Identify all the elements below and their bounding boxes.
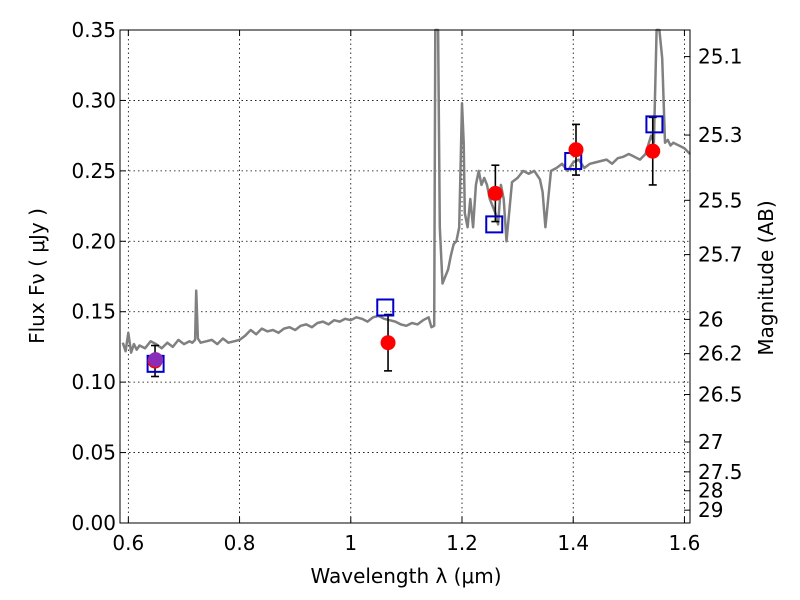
x-tick-label: 1.6	[669, 531, 701, 555]
y-tick-label: 0.35	[71, 18, 116, 42]
y-tick-label: 0.05	[71, 441, 116, 465]
y-axis-label: Flux Fν ( μJy )	[25, 208, 49, 344]
observed-point	[380, 335, 396, 351]
plot-frame	[119, 29, 691, 524]
magnitude-tick-label: 25.3	[698, 123, 743, 147]
y-tick-label: 0.10	[71, 370, 116, 394]
magnitude-axis-label: Magnitude (AB)	[754, 200, 778, 355]
magnitude-tick-label: 26.5	[698, 383, 743, 407]
spectrum-series	[121, 28, 691, 354]
y-tick-label: 0.15	[71, 300, 116, 324]
model-photometry-series	[146, 115, 664, 373]
magnitude-tick-label: 26	[698, 307, 723, 331]
grid	[120, 30, 690, 523]
model-square	[485, 215, 504, 234]
x-tick-label: 1.4	[557, 531, 589, 555]
x-axis-label: Wavelength λ (μm)	[310, 564, 501, 588]
spectrum-line	[121, 28, 691, 354]
magnitude-tick-label: 25.5	[698, 188, 743, 212]
overlap-point	[148, 352, 164, 368]
y-tick-label: 0.30	[71, 88, 116, 112]
x-tick-label: 0.6	[112, 531, 144, 555]
observed-point	[487, 185, 503, 201]
magnitude-tick-label: 25.7	[698, 243, 743, 267]
magnitude-tick-label: 29	[698, 498, 723, 522]
observed-point	[645, 143, 661, 159]
magnitude-tick-label: 28	[698, 479, 723, 503]
model-square	[376, 298, 395, 317]
y-tick-label: 0.00	[71, 511, 116, 535]
y-tick-label: 0.20	[71, 229, 116, 253]
x-tick-label: 0.8	[224, 531, 256, 555]
magnitude-tick-label: 25.1	[698, 45, 743, 69]
x-tick-label: 1	[344, 531, 357, 555]
observed-point	[568, 142, 584, 158]
y-axis-ticks: 0.00 0.05 0.10 0.15 0.20 0.25 0.30 0.35	[71, 18, 126, 535]
magnitude-tick-label: 27.5	[698, 460, 743, 484]
model-square	[645, 115, 664, 134]
y-tick-label: 0.25	[71, 159, 116, 183]
observed-photometry-series	[147, 142, 661, 369]
x-axis-ticks: 0.6 0.8 1 1.2 1.4 1.6	[112, 30, 700, 555]
magnitude-tick-label: 27	[698, 430, 723, 454]
magnitude-tick-label: 26.2	[698, 342, 743, 366]
x-tick-label: 1.2	[446, 531, 478, 555]
